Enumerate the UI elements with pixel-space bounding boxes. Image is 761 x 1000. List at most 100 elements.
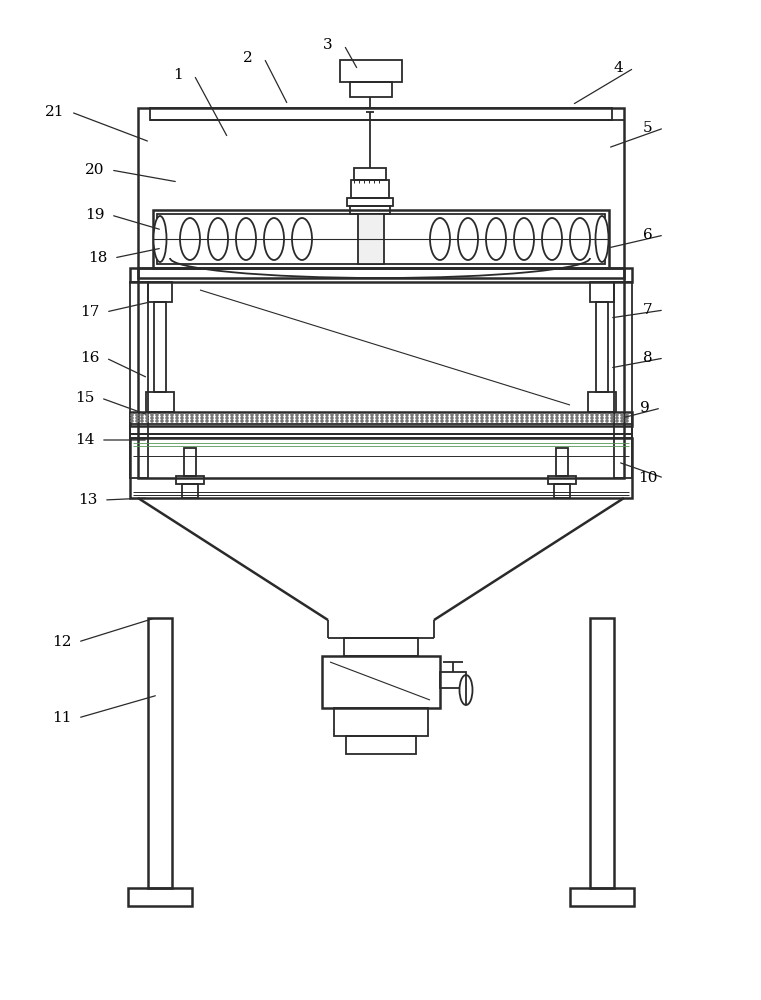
Circle shape — [580, 413, 584, 417]
Ellipse shape — [430, 218, 450, 260]
Circle shape — [196, 419, 199, 423]
Bar — [130, 434, 632, 438]
Text: 12: 12 — [53, 635, 72, 649]
Circle shape — [375, 413, 379, 417]
Text: 20: 20 — [85, 163, 105, 177]
Circle shape — [225, 413, 229, 417]
Circle shape — [610, 413, 614, 417]
Circle shape — [455, 413, 459, 417]
Bar — [130, 412, 632, 426]
Circle shape — [395, 419, 399, 423]
Circle shape — [540, 416, 544, 420]
Circle shape — [185, 413, 189, 417]
Bar — [153, 210, 609, 268]
Ellipse shape — [486, 218, 506, 260]
Circle shape — [230, 413, 234, 417]
Circle shape — [310, 419, 314, 423]
Circle shape — [455, 416, 459, 420]
Circle shape — [300, 416, 304, 420]
Circle shape — [556, 419, 559, 423]
Circle shape — [495, 416, 498, 420]
Bar — [350, 206, 390, 214]
Circle shape — [325, 416, 329, 420]
Circle shape — [521, 416, 524, 420]
Circle shape — [275, 413, 279, 417]
Bar — [148, 282, 172, 302]
Circle shape — [540, 413, 544, 417]
Circle shape — [245, 413, 249, 417]
Circle shape — [535, 416, 539, 420]
Circle shape — [330, 419, 334, 423]
Circle shape — [475, 413, 479, 417]
Circle shape — [260, 419, 264, 423]
Text: 9: 9 — [640, 401, 650, 415]
Circle shape — [315, 419, 319, 423]
Circle shape — [200, 419, 204, 423]
Circle shape — [390, 413, 393, 417]
Circle shape — [620, 416, 624, 420]
Circle shape — [430, 419, 434, 423]
Circle shape — [475, 416, 479, 420]
Circle shape — [530, 419, 533, 423]
Circle shape — [620, 413, 624, 417]
Circle shape — [595, 419, 599, 423]
Text: 8: 8 — [643, 351, 653, 365]
Circle shape — [565, 419, 568, 423]
Bar — [130, 282, 148, 478]
Circle shape — [145, 413, 149, 417]
Circle shape — [255, 419, 259, 423]
Bar — [184, 448, 196, 476]
Circle shape — [585, 413, 589, 417]
Circle shape — [345, 413, 349, 417]
Circle shape — [350, 416, 354, 420]
Circle shape — [285, 416, 289, 420]
Circle shape — [210, 419, 214, 423]
Circle shape — [205, 416, 209, 420]
Circle shape — [500, 419, 504, 423]
Circle shape — [595, 416, 599, 420]
Circle shape — [580, 416, 584, 420]
Circle shape — [451, 413, 454, 417]
Circle shape — [480, 419, 484, 423]
Circle shape — [451, 419, 454, 423]
Circle shape — [515, 413, 519, 417]
Bar — [590, 282, 614, 302]
Circle shape — [405, 419, 409, 423]
Circle shape — [545, 419, 549, 423]
Bar — [347, 198, 393, 206]
Circle shape — [220, 416, 224, 420]
Circle shape — [210, 416, 214, 420]
Text: 21: 21 — [45, 105, 65, 119]
Circle shape — [230, 416, 234, 420]
Bar — [358, 214, 384, 264]
Circle shape — [300, 419, 304, 423]
Circle shape — [250, 416, 254, 420]
Circle shape — [270, 413, 274, 417]
Circle shape — [385, 416, 389, 420]
Circle shape — [490, 416, 494, 420]
Circle shape — [400, 416, 404, 420]
Text: 5: 5 — [643, 121, 653, 135]
Circle shape — [140, 419, 144, 423]
Circle shape — [605, 419, 609, 423]
Text: 3: 3 — [323, 38, 333, 52]
Circle shape — [470, 413, 474, 417]
Circle shape — [440, 416, 444, 420]
Circle shape — [205, 419, 209, 423]
Circle shape — [521, 419, 524, 423]
Circle shape — [130, 419, 134, 423]
Circle shape — [215, 419, 219, 423]
Circle shape — [330, 413, 334, 417]
Circle shape — [410, 413, 414, 417]
Circle shape — [416, 416, 419, 420]
Bar — [176, 476, 204, 484]
Circle shape — [530, 416, 533, 420]
Circle shape — [155, 413, 159, 417]
Circle shape — [360, 416, 364, 420]
Circle shape — [190, 419, 194, 423]
Text: 10: 10 — [638, 471, 658, 485]
Circle shape — [145, 416, 149, 420]
Circle shape — [180, 419, 184, 423]
Circle shape — [175, 416, 179, 420]
Bar — [128, 888, 192, 906]
